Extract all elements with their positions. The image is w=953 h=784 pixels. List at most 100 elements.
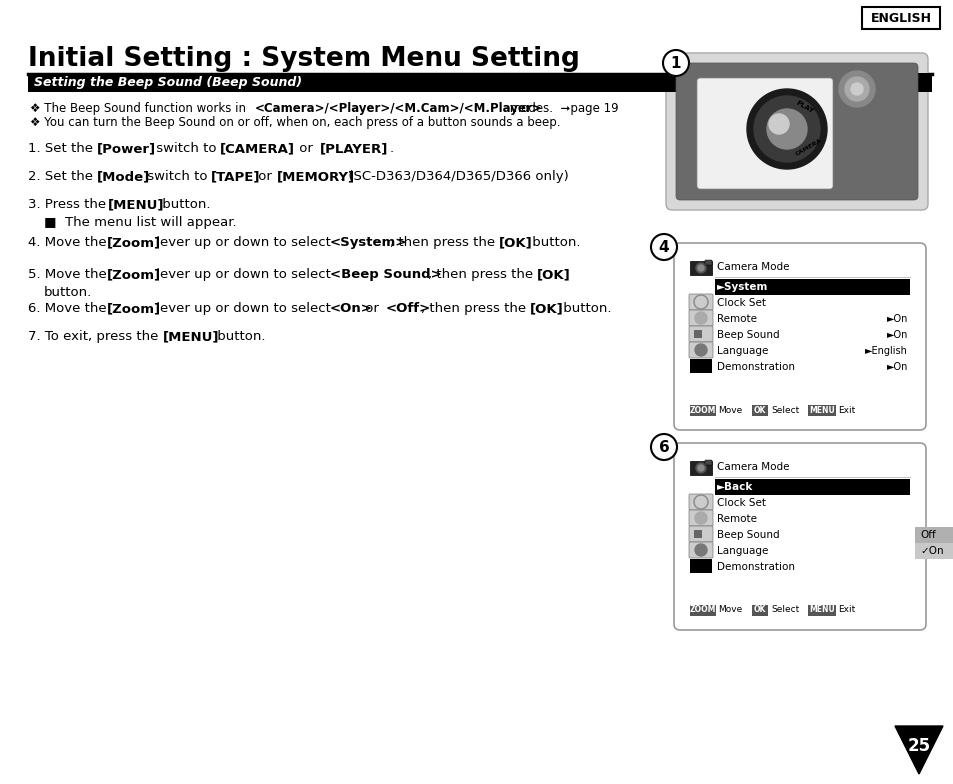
Text: ►Back: ►Back [717, 482, 753, 492]
Text: , then press the: , then press the [420, 302, 530, 315]
Text: ■  The menu list will appear.: ■ The menu list will appear. [44, 216, 236, 229]
FancyBboxPatch shape [714, 279, 909, 295]
FancyBboxPatch shape [807, 605, 835, 616]
Text: [MEMORY]: [MEMORY] [276, 170, 355, 183]
Circle shape [850, 83, 862, 95]
Text: 6. Move the: 6. Move the [28, 302, 111, 315]
Text: ENGLISH: ENGLISH [869, 12, 930, 24]
Text: Exit: Exit [837, 405, 854, 415]
Text: Camera Mode: Camera Mode [717, 462, 789, 472]
FancyBboxPatch shape [914, 527, 953, 543]
Text: Camera Mode: Camera Mode [717, 262, 789, 272]
Text: 6: 6 [658, 440, 669, 455]
Text: switch to: switch to [152, 142, 220, 155]
Text: Exit: Exit [837, 605, 854, 615]
Text: button.: button. [44, 286, 92, 299]
Text: Off: Off [919, 530, 935, 540]
FancyBboxPatch shape [714, 459, 909, 475]
Text: Clock Set: Clock Set [717, 498, 765, 508]
FancyBboxPatch shape [688, 310, 712, 326]
Text: ►System: ►System [717, 282, 767, 292]
Text: Demonstration: Demonstration [717, 362, 794, 372]
FancyBboxPatch shape [714, 479, 909, 495]
Circle shape [650, 234, 677, 260]
Text: button.: button. [558, 302, 611, 315]
Text: lever up or down to select: lever up or down to select [152, 302, 335, 315]
FancyBboxPatch shape [693, 530, 701, 538]
Text: , then press the: , then press the [428, 268, 537, 281]
Circle shape [695, 344, 706, 356]
FancyBboxPatch shape [689, 261, 711, 275]
Circle shape [746, 89, 826, 169]
Text: . (SC-D363/D364/D365/D366 only): . (SC-D363/D364/D365/D366 only) [339, 170, 568, 183]
Text: <Beep Sound>: <Beep Sound> [330, 268, 441, 281]
Text: Remote: Remote [717, 514, 757, 524]
Text: 7. To exit, press the: 7. To exit, press the [28, 330, 162, 343]
Text: , then press the: , then press the [390, 236, 498, 249]
Text: Select: Select [770, 605, 799, 615]
Text: Clock Set: Clock Set [717, 298, 765, 308]
Circle shape [696, 463, 705, 473]
Circle shape [662, 50, 688, 76]
FancyBboxPatch shape [673, 443, 925, 630]
Text: switch to: switch to [143, 170, 212, 183]
Text: <System>: <System> [330, 236, 407, 249]
Text: OK: OK [753, 605, 765, 615]
FancyBboxPatch shape [689, 559, 711, 573]
Text: .: . [390, 142, 394, 155]
FancyBboxPatch shape [807, 405, 835, 416]
Text: [OK]: [OK] [530, 302, 563, 315]
Text: modes.  ➞page 19: modes. ➞page 19 [505, 102, 618, 115]
Circle shape [650, 434, 677, 460]
Text: or: or [253, 170, 275, 183]
Text: [MENU]: [MENU] [108, 198, 164, 211]
Text: CAMERA: CAMERA [794, 137, 822, 157]
Text: [Power]: [Power] [97, 142, 156, 155]
FancyBboxPatch shape [688, 526, 712, 542]
FancyBboxPatch shape [689, 359, 711, 373]
Text: Language: Language [717, 346, 767, 356]
FancyBboxPatch shape [688, 510, 712, 526]
FancyBboxPatch shape [665, 53, 927, 210]
Polygon shape [894, 726, 942, 774]
FancyBboxPatch shape [689, 605, 716, 616]
Text: <Camera>/<Player>/<M.Cam>/<M.Player>: <Camera>/<Player>/<M.Cam>/<M.Player> [254, 102, 542, 115]
Text: PLAY: PLAY [795, 100, 814, 114]
Circle shape [766, 109, 806, 149]
FancyBboxPatch shape [704, 260, 711, 265]
Text: 5. Move the: 5. Move the [28, 268, 111, 281]
Text: Language: Language [717, 546, 767, 556]
Text: 4: 4 [658, 239, 669, 255]
Text: Beep Sound: Beep Sound [717, 530, 779, 540]
Text: [Zoom]: [Zoom] [107, 302, 161, 315]
Text: Move: Move [718, 605, 741, 615]
Text: 1: 1 [670, 56, 680, 71]
Text: Remote: Remote [717, 314, 757, 324]
Text: ►English: ►English [864, 346, 907, 356]
FancyBboxPatch shape [862, 7, 939, 29]
Circle shape [695, 512, 706, 524]
FancyBboxPatch shape [693, 330, 701, 338]
Text: MENU: MENU [808, 605, 834, 615]
FancyBboxPatch shape [688, 326, 712, 342]
Text: Move: Move [718, 405, 741, 415]
Circle shape [838, 71, 874, 107]
Text: ❖ The Beep Sound function works in: ❖ The Beep Sound function works in [30, 102, 250, 115]
Circle shape [696, 263, 705, 273]
FancyBboxPatch shape [688, 542, 712, 558]
Text: [PLAYER]: [PLAYER] [319, 142, 388, 155]
Text: button.: button. [527, 236, 579, 249]
FancyBboxPatch shape [697, 78, 832, 189]
Text: ►On: ►On [885, 330, 907, 340]
Text: [TAPE]: [TAPE] [211, 170, 260, 183]
Circle shape [695, 544, 706, 556]
Text: ►On: ►On [885, 314, 907, 324]
Text: Select: Select [770, 405, 799, 415]
FancyBboxPatch shape [704, 460, 711, 465]
Text: ✓On: ✓On [919, 546, 943, 556]
Text: Initial Setting : System Menu Setting: Initial Setting : System Menu Setting [28, 46, 579, 72]
Text: ZOOM: ZOOM [689, 405, 716, 415]
Text: 25: 25 [906, 737, 929, 755]
Text: [MENU]: [MENU] [163, 330, 219, 343]
FancyBboxPatch shape [751, 405, 767, 416]
